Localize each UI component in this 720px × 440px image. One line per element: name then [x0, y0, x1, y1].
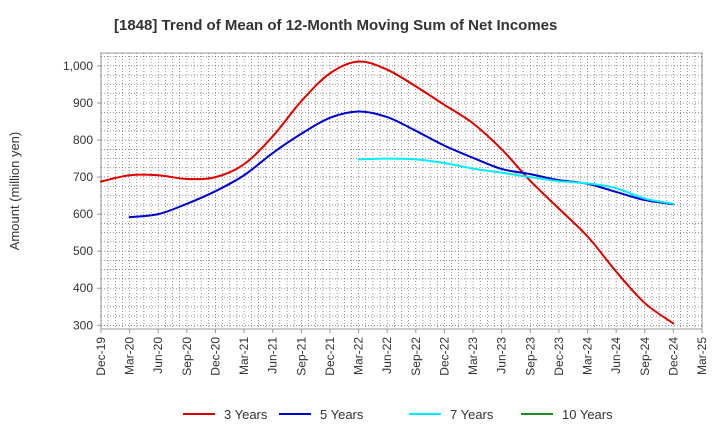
x-tick-label: Dec-22 — [437, 337, 451, 376]
y-tick-label: 500 — [73, 244, 93, 258]
x-tick-label: Mar-23 — [466, 337, 480, 375]
x-tick-label: Mar-21 — [237, 337, 251, 375]
legend-label: 7 Years — [450, 407, 494, 422]
x-tick-label: Dec-23 — [552, 337, 566, 376]
x-tick-label: Sep-24 — [638, 337, 652, 376]
y-tick-label: 800 — [73, 133, 93, 147]
x-tick-label: Jun-24 — [609, 337, 623, 374]
y-tick-label: 900 — [73, 96, 93, 110]
x-tick-label: Jun-21 — [266, 337, 280, 374]
y-tick-label: 700 — [73, 170, 93, 184]
y-axis-label: Amount (million yen) — [7, 132, 22, 251]
x-tick-label: Mar-25 — [695, 337, 709, 375]
x-axis-ticks: Dec-19 Mar-20 Jun-20 Sep-20 Dec-20 Mar-21 Jun-… — [94, 329, 709, 376]
series-line-3 — [357, 157, 675, 205]
legend-label: 5 Years — [320, 407, 364, 422]
x-tick-label: Sep-20 — [180, 337, 194, 376]
x-tick-label: Dec-21 — [323, 337, 337, 376]
legend-label: 10 Years — [562, 407, 613, 422]
x-tick-label: Jun-23 — [495, 337, 509, 374]
series-line-1 — [100, 60, 675, 325]
y-tick-label: 400 — [73, 281, 93, 295]
x-tick-label: Dec-20 — [208, 337, 222, 376]
y-tick-label: 1,000 — [63, 59, 93, 73]
x-tick-label: Dec-19 — [94, 337, 108, 376]
chart-title: [1848] Trend of Mean of 12-Month Moving … — [114, 17, 557, 34]
series-group — [100, 60, 675, 325]
x-tick-label: Sep-23 — [523, 337, 537, 376]
y-tick-label: 300 — [73, 318, 93, 332]
x-tick-label: Jun-22 — [380, 337, 394, 374]
x-tick-label: Jun-20 — [151, 337, 165, 374]
x-tick-label: Mar-22 — [352, 337, 366, 375]
legend-label: 3 Years — [224, 407, 268, 422]
legend: 3 Years 5 Years 7 Years 10 Years — [183, 407, 613, 422]
y-axis-ticks: 300 400 500 600 700 800 900 1,000 — [63, 59, 101, 332]
x-tick-label: Mar-24 — [581, 337, 595, 375]
x-tick-label: Sep-22 — [409, 337, 423, 376]
x-tick-label: Dec-24 — [666, 337, 680, 376]
x-tick-label: Mar-20 — [123, 337, 137, 375]
x-tick-label: Sep-21 — [294, 337, 308, 376]
y-tick-label: 600 — [73, 207, 93, 221]
